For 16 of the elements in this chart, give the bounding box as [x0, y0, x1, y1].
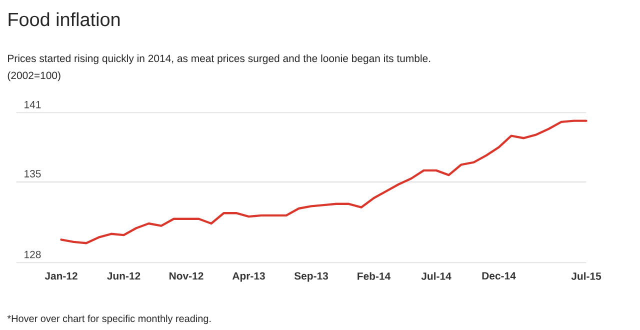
- x-tick-label: Jul-14: [421, 272, 452, 280]
- y-tick-label: 135: [24, 170, 41, 178]
- x-tick-label: Jan-12: [44, 272, 78, 280]
- x-tick-label: Dec-14: [482, 272, 516, 280]
- x-tick-label: Feb-14: [358, 272, 391, 280]
- x-tick-label: Jul-15: [571, 272, 602, 280]
- y-axis-title: (2002=100): [8, 71, 60, 82]
- y-tick-label: 128: [24, 250, 41, 258]
- x-tick-label: Sep-13: [294, 272, 328, 282]
- chart-title: Food inflation: [8, 12, 120, 26]
- chart-subtitle: Prices started rising quickly in 2014, as meat prices surged and the loonie began its tumble.: [8, 54, 430, 64]
- x-tick-label: Nov-12: [170, 272, 204, 280]
- text: *Hover over chart for specific monthly reading.: [7, 314, 211, 324]
- x-tick-label: Apr-13: [232, 272, 265, 282]
- x-tick-label: Jun-12: [107, 272, 140, 280]
- y-tick-label: 141: [24, 101, 41, 108]
